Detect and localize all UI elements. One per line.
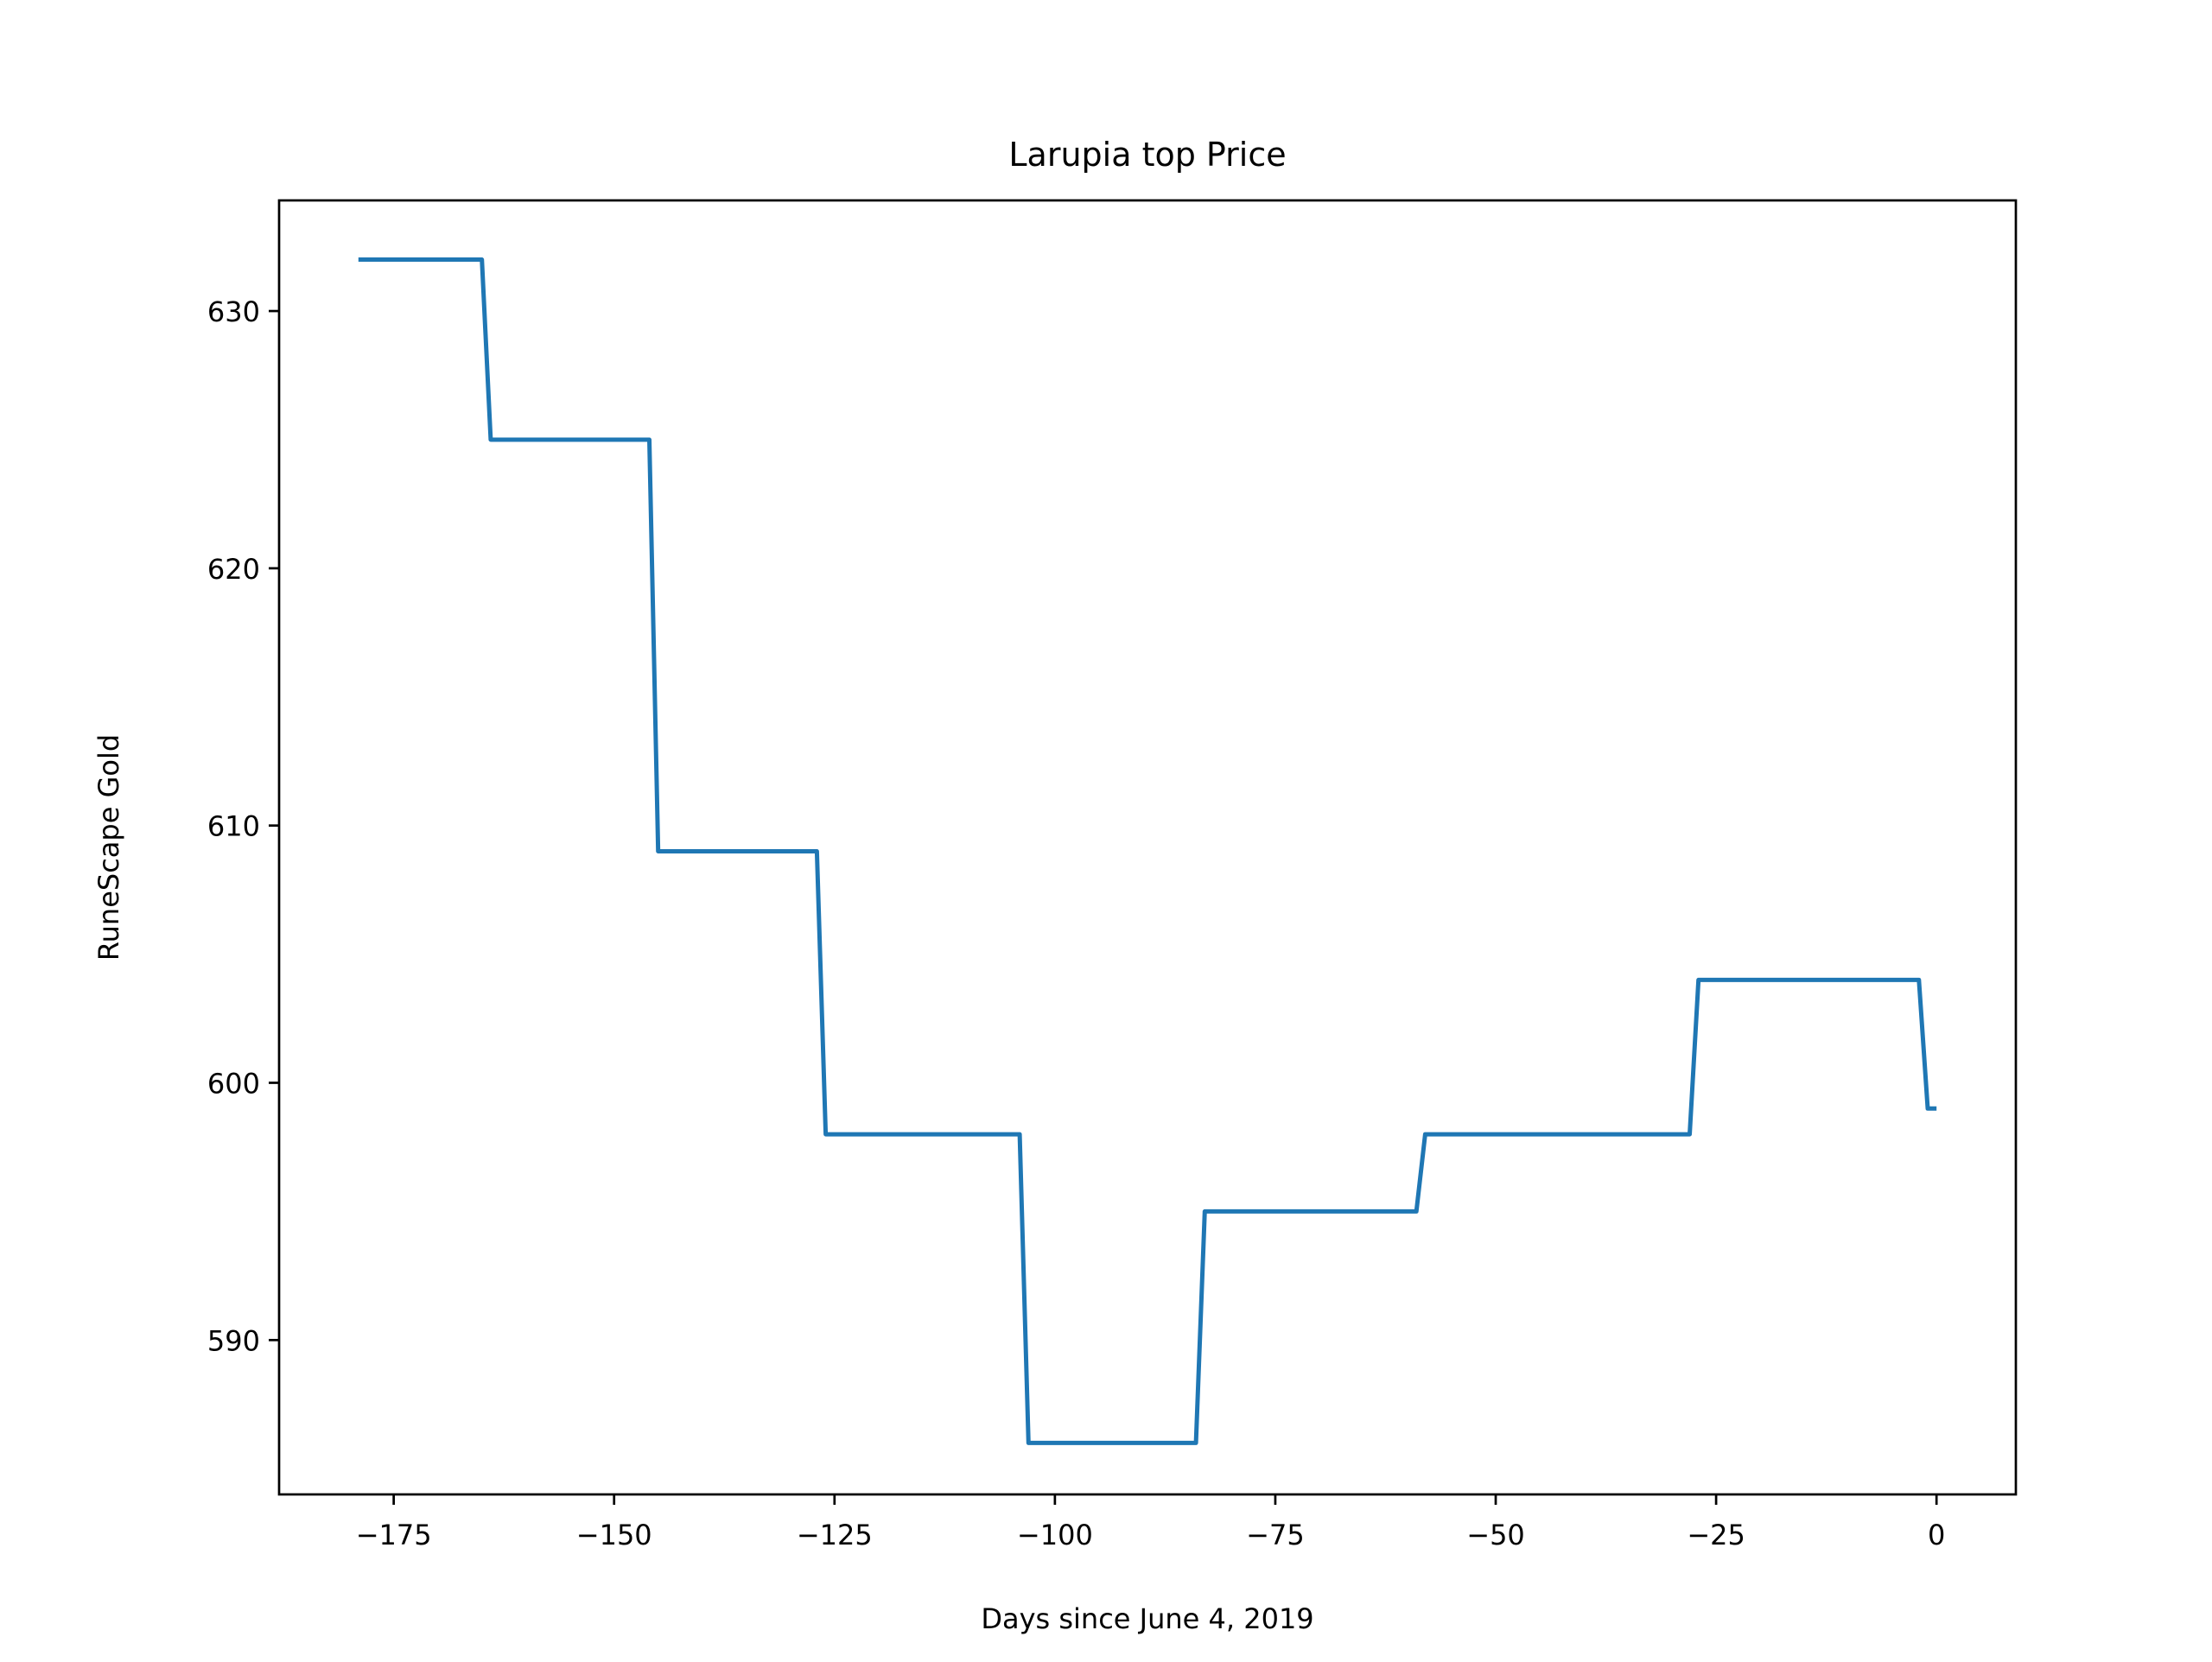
y-axis-label: RuneScape Gold (92, 734, 125, 961)
series-line-0 (358, 257, 1937, 1445)
y-tick-label: 620 (207, 553, 260, 586)
x-tick-label: −75 (1246, 1519, 1305, 1551)
plot-area (358, 257, 1937, 1445)
y-tick-label: 600 (207, 1067, 260, 1100)
x-tick-label: −150 (576, 1519, 652, 1551)
x-axis: −175 −150 −125 −100 −75 −50 −25 0 (356, 1494, 1945, 1551)
y-tick-label: 610 (207, 810, 260, 843)
y-tick-label: 630 (207, 295, 260, 328)
chart-title: Larupia top Price (1008, 136, 1286, 174)
x-tick-label: −175 (356, 1519, 432, 1551)
x-tick-label: −25 (1687, 1519, 1745, 1551)
x-tick-label: −100 (1017, 1519, 1093, 1551)
y-tick-label: 590 (207, 1324, 260, 1357)
axes-frame (277, 199, 2018, 1496)
y-axis: 590 600 610 620 630 (207, 295, 279, 1357)
x-tick-label: 0 (1928, 1519, 1945, 1551)
x-tick-label: −125 (797, 1519, 873, 1551)
x-tick-label: −50 (1466, 1519, 1525, 1551)
x-axis-label: Days since June 4, 2019 (981, 1602, 1313, 1635)
